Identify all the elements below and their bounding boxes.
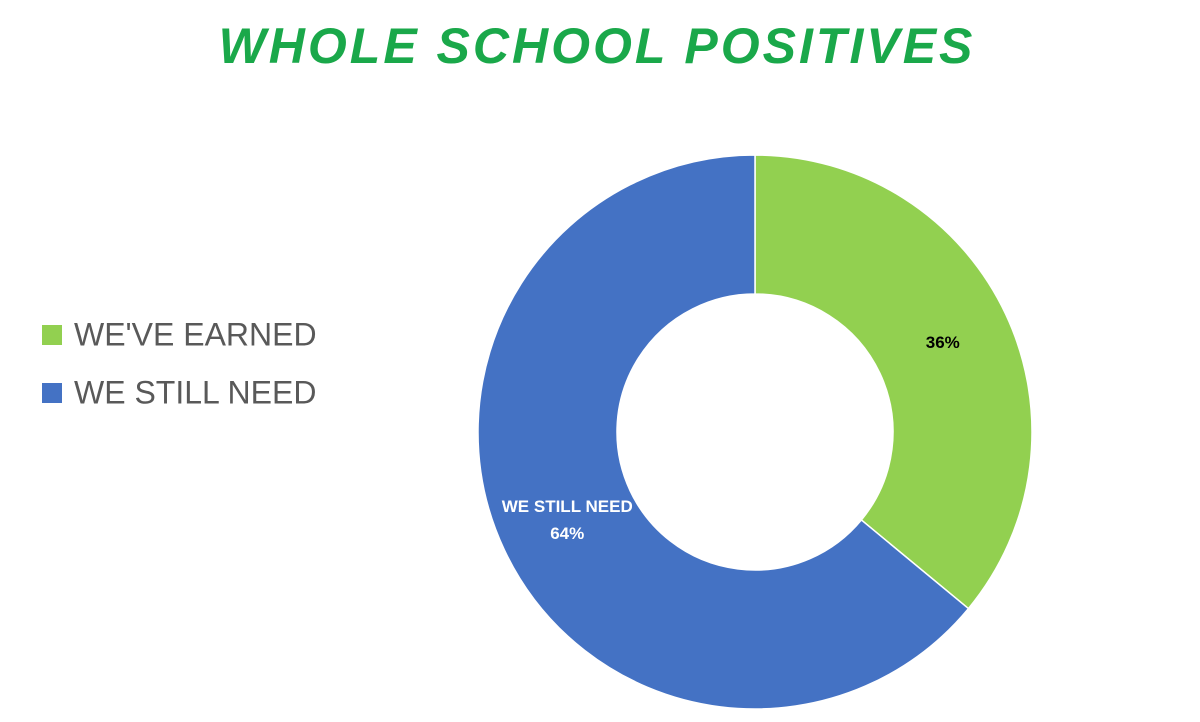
legend-swatch <box>42 325 62 345</box>
legend-swatch <box>42 383 62 403</box>
data-label-category: WE STILL NEED <box>502 497 633 516</box>
data-label: 64% <box>550 524 584 543</box>
data-label: 36% <box>926 333 960 352</box>
legend-label: WE'VE EARNED <box>74 316 317 352</box>
donut-segment <box>477 154 970 710</box>
legend-label: WE STILL NEED <box>74 374 316 410</box>
donut-segment <box>754 154 1033 610</box>
chart-title: WHOLE SCHOOL POSITIVES <box>219 18 976 74</box>
